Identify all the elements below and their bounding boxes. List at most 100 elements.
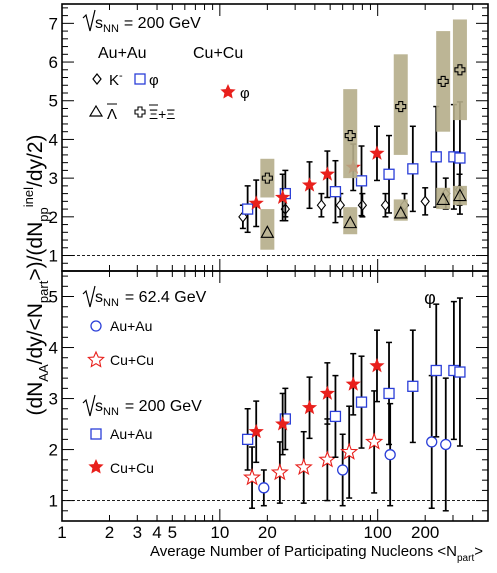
panel-bottom: 1 2 3 4 5 xyxy=(49,270,489,522)
point-circle xyxy=(426,436,438,448)
bottom-phi-label: φ xyxy=(424,288,436,308)
point-square xyxy=(241,203,254,215)
point-star-filled xyxy=(275,189,291,204)
y-tick-label: 7 xyxy=(49,14,58,33)
x-axis-title: Average Number of Participating Nucleons… xyxy=(150,543,483,564)
point-cross xyxy=(454,64,466,76)
energy-symbol-62: s xyxy=(95,289,103,306)
panel-top: 1 2 3 4 5 6 7 xyxy=(49,3,489,272)
legend-label-kminus: K- xyxy=(109,70,123,89)
x-axis-ticks: 1 2 3 4 5 10 20 100 200 xyxy=(57,523,439,542)
legend-marker-square-bottom xyxy=(90,428,102,440)
series-top-3 xyxy=(260,185,467,250)
point-star-open xyxy=(340,442,359,460)
x-tick-label: 1 xyxy=(57,523,66,542)
systematic-box xyxy=(393,54,408,155)
point-diamond xyxy=(420,195,430,208)
y-tick-label: 4 xyxy=(49,130,58,149)
legend-label-lambda: Λ xyxy=(107,106,117,123)
legend-label-62-auau: Au+Au xyxy=(110,318,152,334)
svg-text:sNN= 200 GeV: sNN = 200 GeV xyxy=(95,398,202,418)
sqrt-sign-62 xyxy=(82,285,96,308)
y-tick-label: 6 xyxy=(49,53,58,72)
top-panel-legend: sNN = 200 GeV Au+Au Cu+Cu K- φ Λ Ξ+Ξ φ xyxy=(82,9,250,123)
point-diamond xyxy=(380,199,391,212)
point-star-filled xyxy=(301,399,318,415)
y-tick-label: 1 xyxy=(49,492,58,511)
y-ticks-top: 1 2 3 4 5 6 7 xyxy=(49,7,488,272)
sqrt-sign-200 xyxy=(82,394,96,417)
legend-marker-star-open xyxy=(87,350,105,368)
point-square xyxy=(454,366,466,378)
energy-sub-top: NN xyxy=(103,23,119,35)
point-star-filled xyxy=(248,423,264,439)
x-minor-ticks-top xyxy=(61,4,489,271)
point-star-filled xyxy=(369,145,385,160)
x-tick-label: 20 xyxy=(258,523,277,542)
point-diamond xyxy=(335,199,346,212)
point-star-open xyxy=(242,468,262,486)
point-circle xyxy=(384,449,396,461)
systematic-box xyxy=(436,31,451,132)
point-cross xyxy=(395,100,407,113)
point-star-open xyxy=(270,462,289,481)
legend-label-200-auau: Au+Au xyxy=(110,426,152,442)
y-tick-label: 5 xyxy=(49,92,58,111)
legend-label-200-cucu: Cu+Cu xyxy=(110,460,154,476)
point-cross xyxy=(437,75,449,87)
y-tick-label: 4 xyxy=(49,339,58,358)
point-triangle xyxy=(260,225,275,238)
x-minor-ticks-bottom xyxy=(61,271,489,521)
x-tick-label: 4 xyxy=(152,523,161,542)
systematic-box xyxy=(343,89,358,179)
legend-marker-diamond xyxy=(92,73,102,85)
legend-label-xi: Ξ+Ξ xyxy=(149,106,175,122)
point-triangle xyxy=(393,205,408,219)
point-square xyxy=(241,433,254,446)
point-triangle xyxy=(343,215,358,229)
point-star-filled xyxy=(301,177,318,192)
plot-frame-bottom xyxy=(61,270,489,522)
series-bottom-1 xyxy=(242,390,384,509)
point-diamond xyxy=(316,199,327,212)
x-tick-label: 2 xyxy=(105,523,114,542)
point-star-filled xyxy=(275,416,291,431)
energy-symbol-top: s xyxy=(95,15,103,32)
point-square xyxy=(383,387,395,400)
series-top-2 xyxy=(248,125,385,228)
systematic-box xyxy=(452,19,467,121)
energy-sub-62: NN xyxy=(103,297,119,309)
series-bottom-2 xyxy=(241,297,466,471)
point-circle xyxy=(440,438,452,451)
point-square xyxy=(355,396,368,408)
point-star-filled xyxy=(319,166,335,181)
energy-label-top: sNN = 200 GeV xyxy=(82,9,201,35)
systematic-box xyxy=(436,187,451,210)
energy-label-200: sNN = 200 GeV xyxy=(82,394,202,418)
bottom-panel-legend: sNN = 62.4 GeV φ Au+Au Cu+Cu sNN = 200 GeV… xyxy=(82,285,436,476)
x-tick-label: 3 xyxy=(133,523,142,542)
legend-marker-triangle xyxy=(88,104,104,117)
point-cross xyxy=(344,130,356,142)
y-ticks-bottom: 1 2 3 4 5 xyxy=(49,275,488,522)
x-axis-title-text: Average Number of Participating Nucleons… xyxy=(150,543,483,564)
point-square xyxy=(407,163,419,175)
point-square xyxy=(430,151,442,163)
x-tick-label: 10 xyxy=(210,523,229,542)
point-star-filled xyxy=(345,376,361,391)
point-square xyxy=(329,186,342,198)
point-circle xyxy=(258,482,270,494)
svg-text:sNN= 200 GeV: sNN = 200 GeV xyxy=(95,15,201,35)
y-tick-label: 2 xyxy=(49,441,58,460)
legend-marker-star-filled-top xyxy=(220,84,236,99)
series-bottom-3 xyxy=(248,329,385,464)
legend-marker-circle xyxy=(90,320,102,332)
energy-value-62: = 62.4 GeV xyxy=(125,289,207,306)
x-tick-label: 200 xyxy=(411,523,439,542)
legend-marker-cross xyxy=(134,106,146,118)
point-square xyxy=(407,380,419,392)
systematic-box xyxy=(393,199,408,221)
point-circle xyxy=(337,464,349,476)
point-triangle xyxy=(436,192,451,205)
